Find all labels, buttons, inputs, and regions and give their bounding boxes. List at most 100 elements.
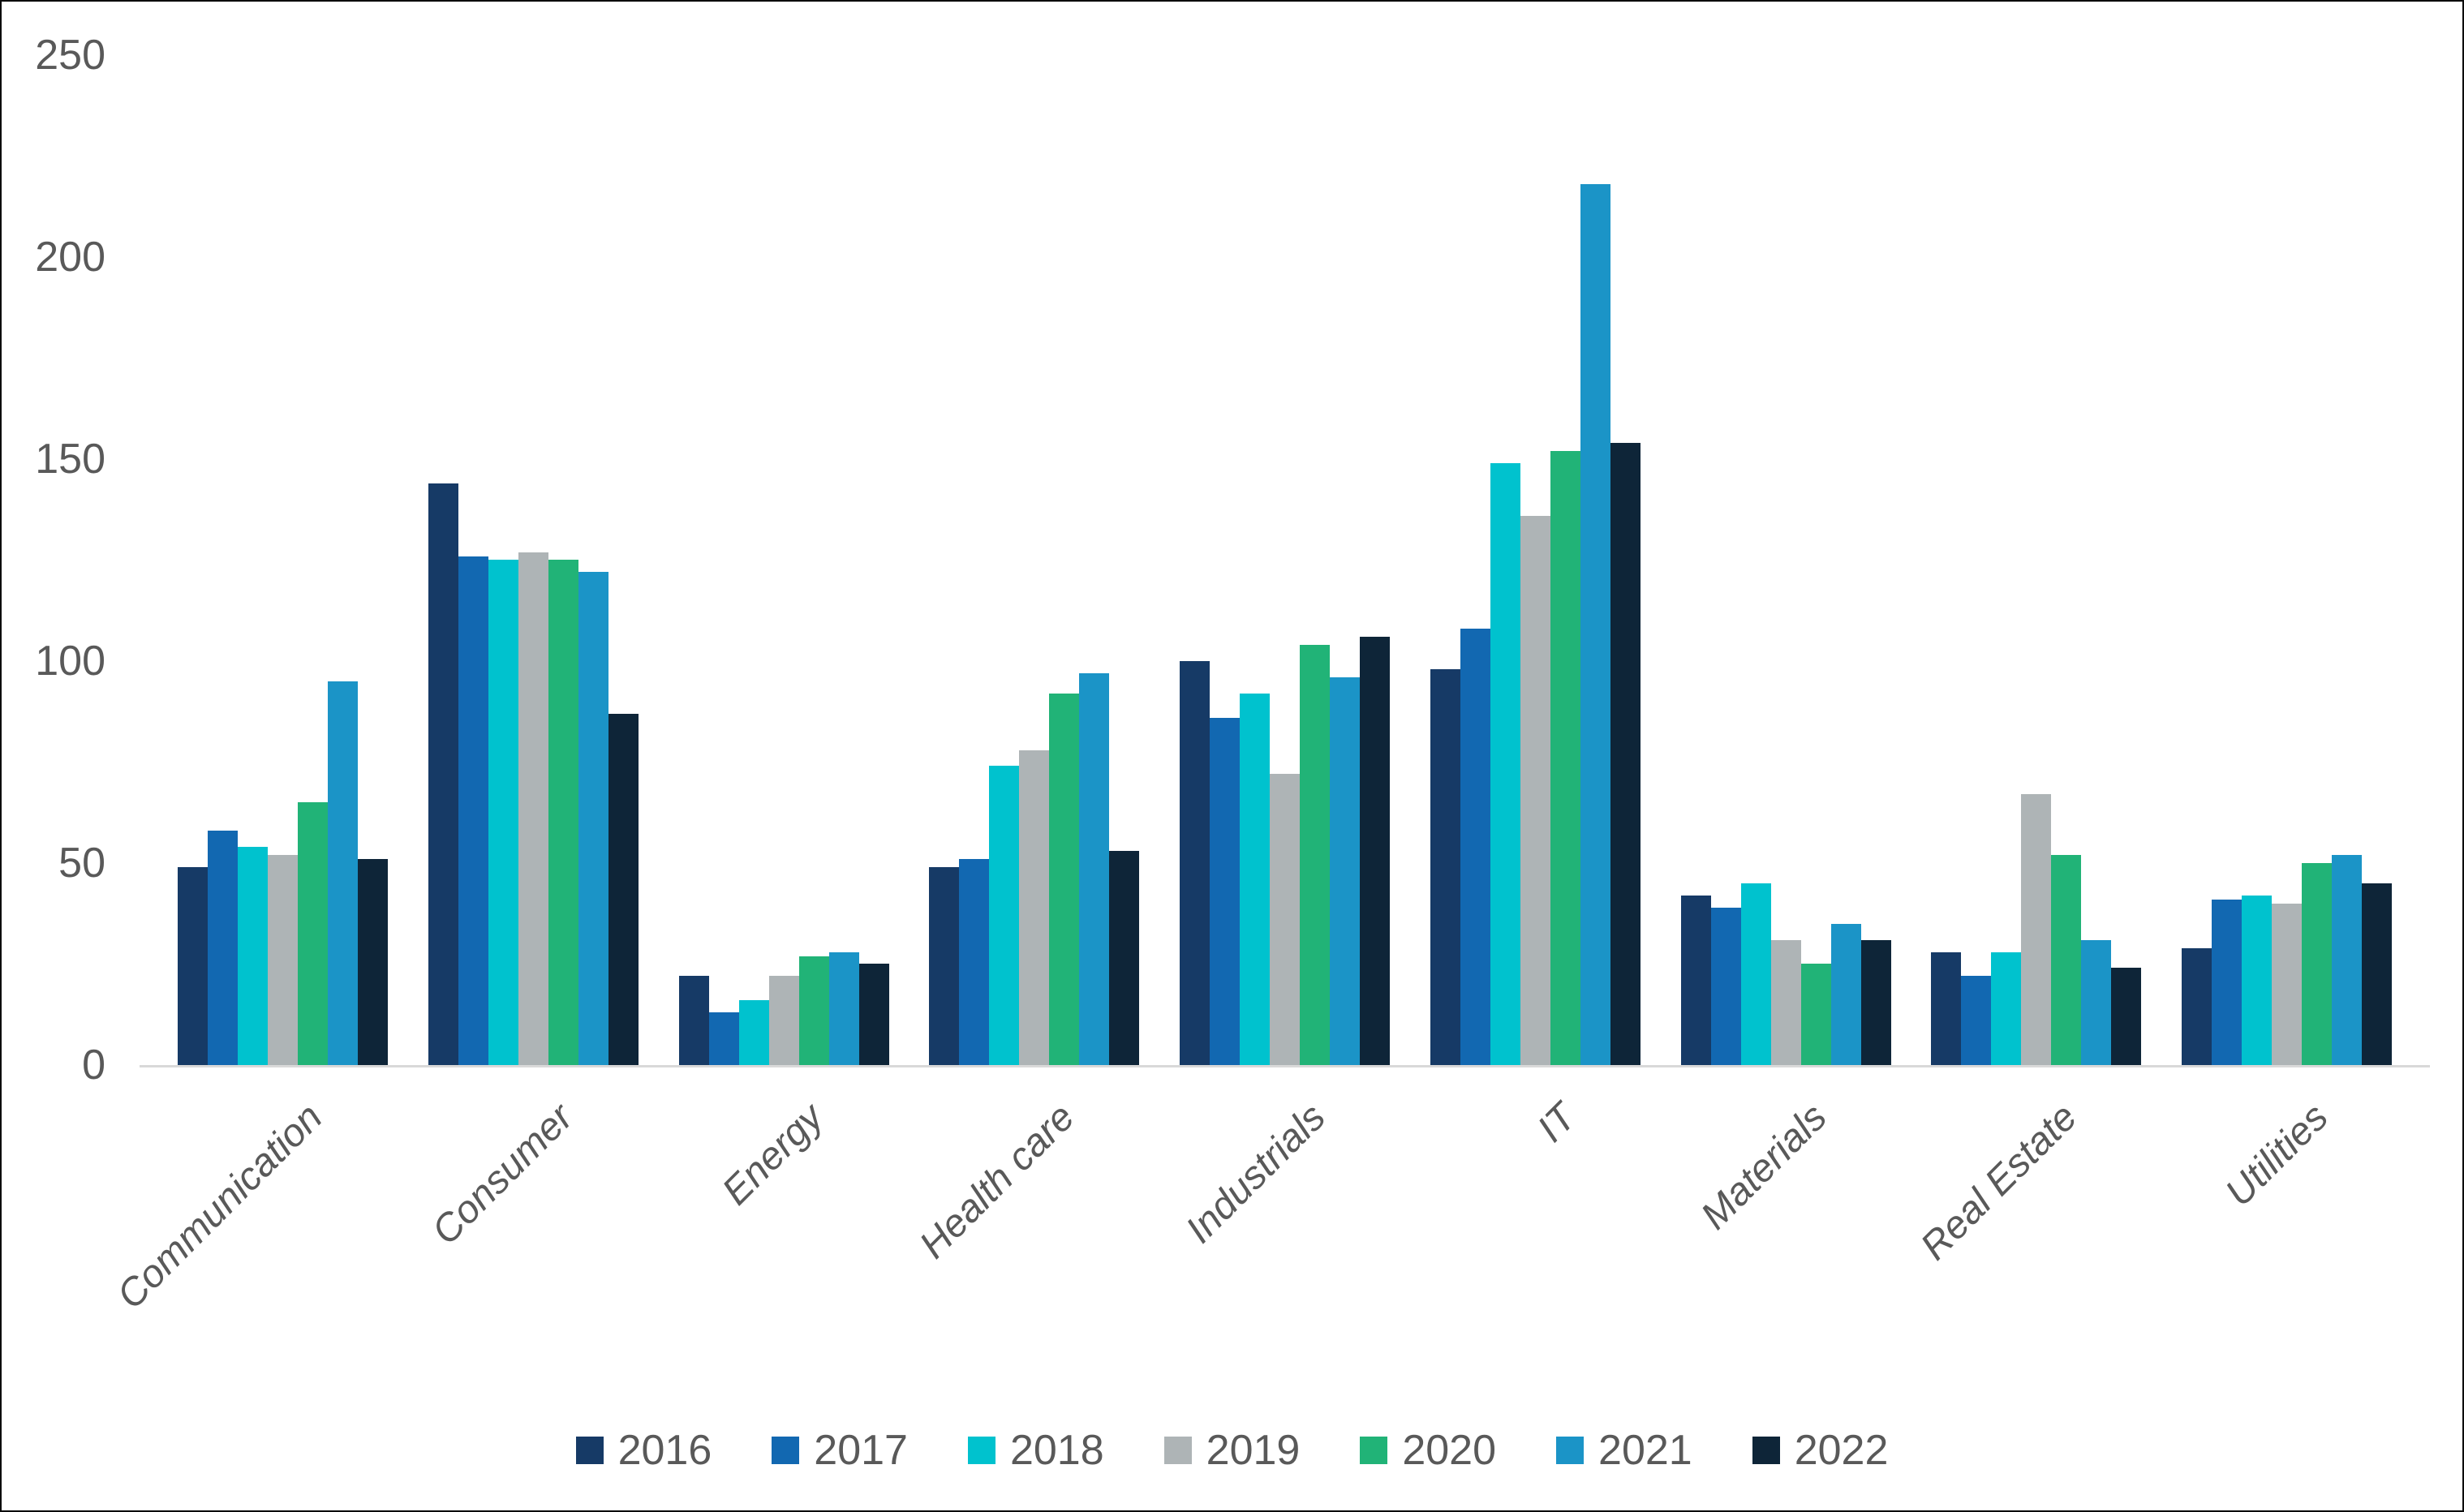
category-label-utilities: Utilities — [2217, 1095, 2337, 1215]
bar-2021-health-care — [1079, 673, 1110, 1065]
bar-group-health-care — [929, 55, 1140, 1065]
bar-2017-it — [1460, 629, 1490, 1065]
bar-2020-industrials — [1300, 645, 1330, 1065]
legend-item-2022: 2022 — [1752, 1427, 1889, 1474]
bar-2017-consumer — [458, 556, 488, 1065]
bar-2016-energy — [678, 976, 709, 1065]
category-label-energy: Energy — [714, 1095, 832, 1213]
bar-2017-materials — [1710, 908, 1741, 1065]
bar-2022-materials — [1860, 940, 1891, 1065]
bar-2016-communication — [178, 867, 208, 1065]
x-axis-baseline — [140, 1065, 2430, 1067]
bar-2016-utilities — [2182, 948, 2212, 1065]
legend-label-2016: 2016 — [617, 1427, 712, 1474]
bar-2016-real-estate — [1931, 952, 1962, 1065]
bar-2016-it — [1430, 669, 1460, 1065]
legend-swatch-2019 — [1163, 1437, 1192, 1464]
bar-group-energy — [678, 55, 889, 1065]
bar-2021-energy — [828, 952, 859, 1065]
bar-2017-health-care — [959, 859, 990, 1065]
bar-2021-it — [1580, 184, 1610, 1065]
bar-2022-industrials — [1360, 637, 1390, 1065]
legend-item-2018: 2018 — [967, 1427, 1104, 1474]
legend-swatch-2017 — [772, 1437, 800, 1464]
bar-2020-consumer — [548, 560, 578, 1065]
bar-group-utilities — [2182, 55, 2392, 1065]
y-tick-label: 0 — [82, 1042, 105, 1089]
legend-swatch-2016 — [575, 1437, 604, 1464]
bar-group-materials — [1680, 55, 1891, 1065]
bar-2019-materials — [1770, 940, 1801, 1065]
legend-label-2019: 2019 — [1206, 1427, 1301, 1474]
bar-2020-materials — [1800, 964, 1831, 1065]
bar-2018-communication — [238, 847, 268, 1065]
y-tick-label: 100 — [35, 638, 105, 685]
bar-2022-utilities — [2362, 883, 2392, 1065]
bar-2016-industrials — [1180, 661, 1210, 1065]
legend-swatch-2022 — [1752, 1437, 1780, 1464]
legend-item-2020: 2020 — [1360, 1428, 1496, 1473]
legend-swatch-2018 — [967, 1437, 995, 1464]
bar-2017-utilities — [2212, 900, 2242, 1065]
plot-area — [140, 55, 2430, 1067]
bar-2018-consumer — [488, 560, 518, 1065]
bar-2022-it — [1610, 443, 1641, 1065]
bar-groups — [178, 55, 2392, 1065]
category-label-it: IT — [1529, 1095, 1585, 1151]
bar-2018-energy — [738, 1000, 769, 1065]
category-label-communication: Communication — [109, 1095, 331, 1317]
bar-group-it — [1430, 55, 1641, 1065]
bar-2020-communication — [298, 802, 328, 1065]
bar-2019-industrials — [1270, 774, 1300, 1065]
bar-2019-consumer — [518, 552, 548, 1065]
bar-2018-it — [1490, 463, 1520, 1065]
bar-2020-utilities — [2302, 863, 2332, 1065]
bar-2022-communication — [358, 859, 388, 1065]
bar-group-real-estate — [1931, 55, 2142, 1065]
bar-2017-real-estate — [1961, 976, 1992, 1065]
bar-2021-communication — [328, 681, 358, 1065]
bar-2018-industrials — [1240, 694, 1270, 1065]
bar-2018-real-estate — [1991, 952, 2022, 1065]
bar-2019-energy — [768, 976, 799, 1065]
bar-group-consumer — [428, 55, 639, 1065]
legend-label-2018: 2018 — [1009, 1427, 1104, 1474]
category-label-consumer: Consumer — [424, 1095, 582, 1253]
bar-2022-consumer — [608, 714, 639, 1065]
bar-2018-utilities — [2242, 896, 2272, 1065]
category-label-health-care: Health care — [911, 1095, 1083, 1267]
y-tick-label: 150 — [35, 436, 105, 483]
legend-label-2017: 2017 — [814, 1427, 908, 1474]
legend-label-2020: 2020 — [1402, 1427, 1497, 1474]
bar-2017-energy — [708, 1012, 739, 1065]
bar-2016-consumer — [428, 483, 458, 1065]
bar-2022-health-care — [1109, 851, 1140, 1065]
bar-group-communication — [178, 55, 388, 1065]
bar-2019-utilities — [2272, 904, 2302, 1065]
bar-2021-utilities — [2332, 855, 2362, 1065]
legend-item-2016: 2016 — [575, 1427, 712, 1474]
bar-2020-real-estate — [2051, 855, 2082, 1065]
legend-item-2021: 2021 — [1556, 1428, 1692, 1473]
bar-2018-health-care — [989, 766, 1020, 1065]
bar-2019-real-estate — [2021, 794, 2052, 1065]
legend-swatch-2021 — [1556, 1437, 1585, 1464]
bar-2021-materials — [1830, 924, 1861, 1065]
bar-2018-materials — [1740, 883, 1771, 1065]
legend-label-2022: 2022 — [1794, 1427, 1889, 1474]
bar-2020-energy — [798, 956, 829, 1065]
bar-2021-consumer — [578, 572, 608, 1065]
bar-2022-energy — [858, 964, 889, 1065]
bar-2016-materials — [1680, 896, 1711, 1065]
bar-2021-industrials — [1330, 677, 1360, 1065]
y-tick-label: 250 — [35, 32, 105, 79]
y-tick-label: 200 — [35, 234, 105, 281]
y-tick-label: 50 — [58, 840, 105, 887]
legend-item-2019: 2019 — [1163, 1427, 1301, 1474]
bar-2019-communication — [268, 855, 298, 1065]
bar-2020-it — [1550, 451, 1580, 1065]
legend-swatch-2020 — [1360, 1437, 1388, 1464]
category-label-real-estate: Real Estate — [1912, 1095, 2086, 1269]
bar-2017-communication — [208, 831, 238, 1065]
